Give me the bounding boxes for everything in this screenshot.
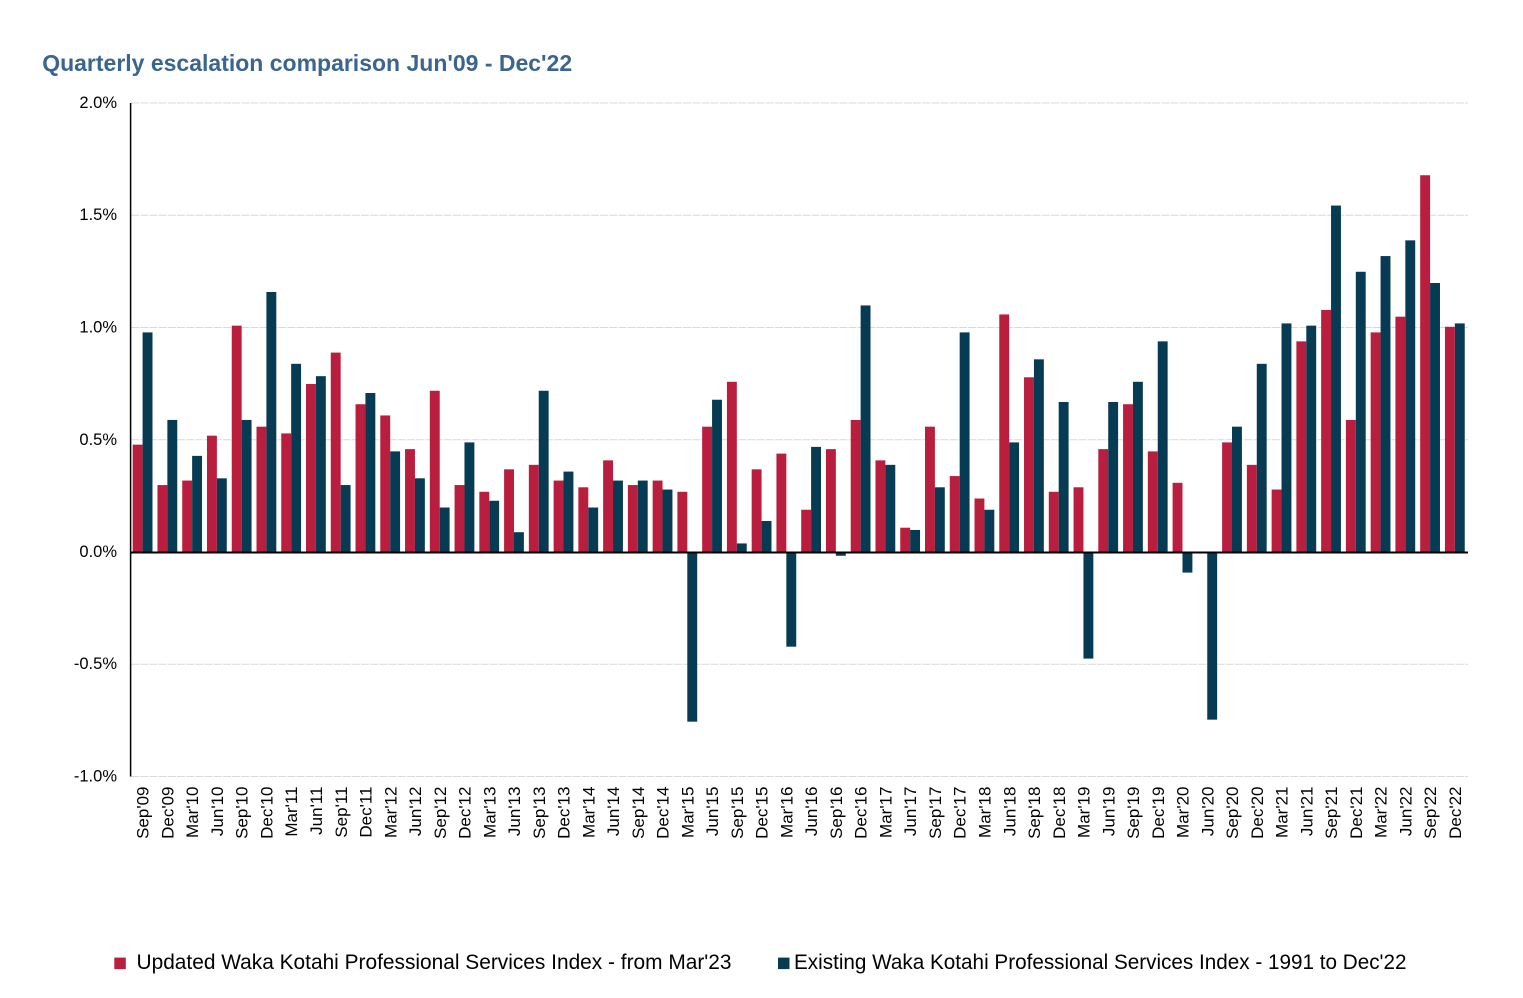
svg-text:Sep'21: Sep'21: [1322, 787, 1341, 839]
svg-text:Jun'11: Jun'11: [307, 787, 326, 835]
svg-text:Jun'10: Jun'10: [208, 787, 227, 837]
svg-text:Dec'14: Dec'14: [654, 787, 673, 839]
svg-text:Sep'13: Sep'13: [530, 787, 549, 839]
svg-text:Jun'12: Jun'12: [406, 787, 425, 837]
svg-text:Dec'18: Dec'18: [1050, 787, 1069, 839]
svg-text:Jun'22: Jun'22: [1396, 787, 1415, 837]
svg-text:Mar'11: Mar'11: [282, 787, 301, 837]
svg-text:Dec'20: Dec'20: [1248, 787, 1267, 839]
svg-text:Mar'13: Mar'13: [480, 787, 499, 838]
svg-text:Dec'09: Dec'09: [158, 787, 177, 839]
svg-text:Dec'21: Dec'21: [1347, 787, 1366, 839]
svg-text:Mar'19: Mar'19: [1075, 787, 1094, 838]
svg-text:Sep'22: Sep'22: [1421, 787, 1440, 839]
svg-text:Sep'16: Sep'16: [827, 787, 846, 839]
svg-text:Mar'21: Mar'21: [1273, 787, 1292, 838]
svg-text:-0.5%: -0.5%: [74, 655, 117, 673]
svg-text:Mar'15: Mar'15: [678, 787, 697, 838]
svg-text:Quarterly escalation compariso: Quarterly escalation comparison Jun'09 -…: [42, 50, 572, 76]
svg-text:Jun'18: Jun'18: [1000, 787, 1019, 837]
svg-text:Dec'15: Dec'15: [753, 787, 772, 839]
svg-text:Mar'10: Mar'10: [183, 787, 202, 838]
svg-text:Sep'15: Sep'15: [728, 787, 747, 839]
svg-text:Dec'12: Dec'12: [456, 787, 475, 839]
svg-text:0.5%: 0.5%: [79, 431, 117, 449]
svg-text:Mar'22: Mar'22: [1372, 787, 1391, 838]
svg-text:Mar'18: Mar'18: [975, 787, 994, 838]
svg-text:Mar'12: Mar'12: [381, 787, 400, 838]
svg-text:Jun'15: Jun'15: [703, 787, 722, 837]
svg-text:-1.0%: -1.0%: [74, 768, 117, 786]
svg-text:Sep'17: Sep'17: [926, 787, 945, 839]
svg-text:Dec'11: Dec'11: [357, 787, 376, 838]
svg-text:Jun'21: Jun'21: [1297, 787, 1316, 837]
svg-text:Jun'17: Jun'17: [901, 787, 920, 837]
svg-text:Mar'17: Mar'17: [876, 787, 895, 838]
svg-text:1.5%: 1.5%: [79, 206, 117, 224]
svg-text:Jun'16: Jun'16: [802, 787, 821, 837]
svg-text:Sep'14: Sep'14: [629, 787, 648, 839]
svg-text:Mar'14: Mar'14: [579, 787, 598, 838]
svg-text:Sep'10: Sep'10: [233, 787, 252, 839]
svg-text:Dec'16: Dec'16: [852, 787, 871, 839]
svg-text:Sep'18: Sep'18: [1025, 787, 1044, 839]
svg-text:Jun'19: Jun'19: [1099, 787, 1118, 837]
svg-text:Sep'19: Sep'19: [1124, 787, 1143, 839]
svg-text:Sep'20: Sep'20: [1223, 787, 1242, 839]
svg-text:Jun'20: Jun'20: [1198, 787, 1217, 837]
svg-text:Sep'09: Sep'09: [134, 787, 153, 839]
svg-text:Jun'13: Jun'13: [505, 787, 524, 837]
svg-text:Jun'14: Jun'14: [604, 787, 623, 837]
svg-text:Dec'13: Dec'13: [555, 787, 574, 839]
svg-text:0.0%: 0.0%: [79, 543, 117, 561]
svg-text:Sep'12: Sep'12: [431, 787, 450, 839]
svg-text:Mar'16: Mar'16: [777, 787, 796, 838]
svg-text:Dec'19: Dec'19: [1149, 787, 1168, 839]
svg-text:Dec'22: Dec'22: [1446, 787, 1465, 839]
svg-text:Dec'17: Dec'17: [951, 787, 970, 839]
svg-text:Mar'20: Mar'20: [1174, 787, 1193, 838]
svg-text:Dec'10: Dec'10: [257, 787, 276, 839]
svg-text:Updated Waka Kotahi Profession: Updated Waka Kotahi Professional Service…: [137, 951, 732, 974]
svg-text:Existing Waka Kotahi Professio: Existing Waka Kotahi Professional Servic…: [794, 951, 1407, 974]
svg-text:Sep'11: Sep'11: [332, 787, 351, 838]
svg-text:2.0%: 2.0%: [79, 94, 117, 112]
svg-text:1.0%: 1.0%: [79, 319, 117, 337]
